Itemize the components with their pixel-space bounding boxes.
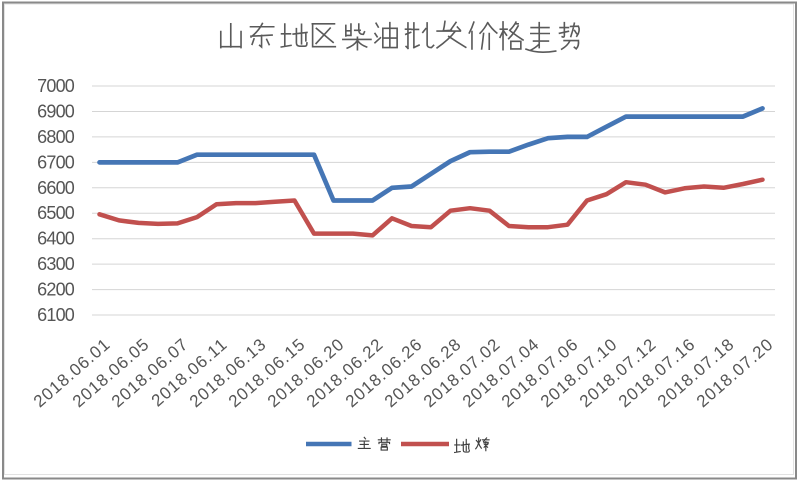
svg-text:6800: 6800: [37, 127, 75, 147]
svg-text:6200: 6200: [37, 280, 75, 300]
svg-text:6100: 6100: [37, 305, 75, 325]
svg-text:6700: 6700: [37, 152, 75, 172]
svg-text:6300: 6300: [37, 254, 75, 274]
svg-text:6400: 6400: [37, 229, 75, 249]
svg-text:6500: 6500: [37, 203, 75, 223]
svg-text:6900: 6900: [37, 102, 75, 122]
svg-text:6600: 6600: [37, 178, 75, 198]
svg-text:7000: 7000: [37, 76, 75, 96]
